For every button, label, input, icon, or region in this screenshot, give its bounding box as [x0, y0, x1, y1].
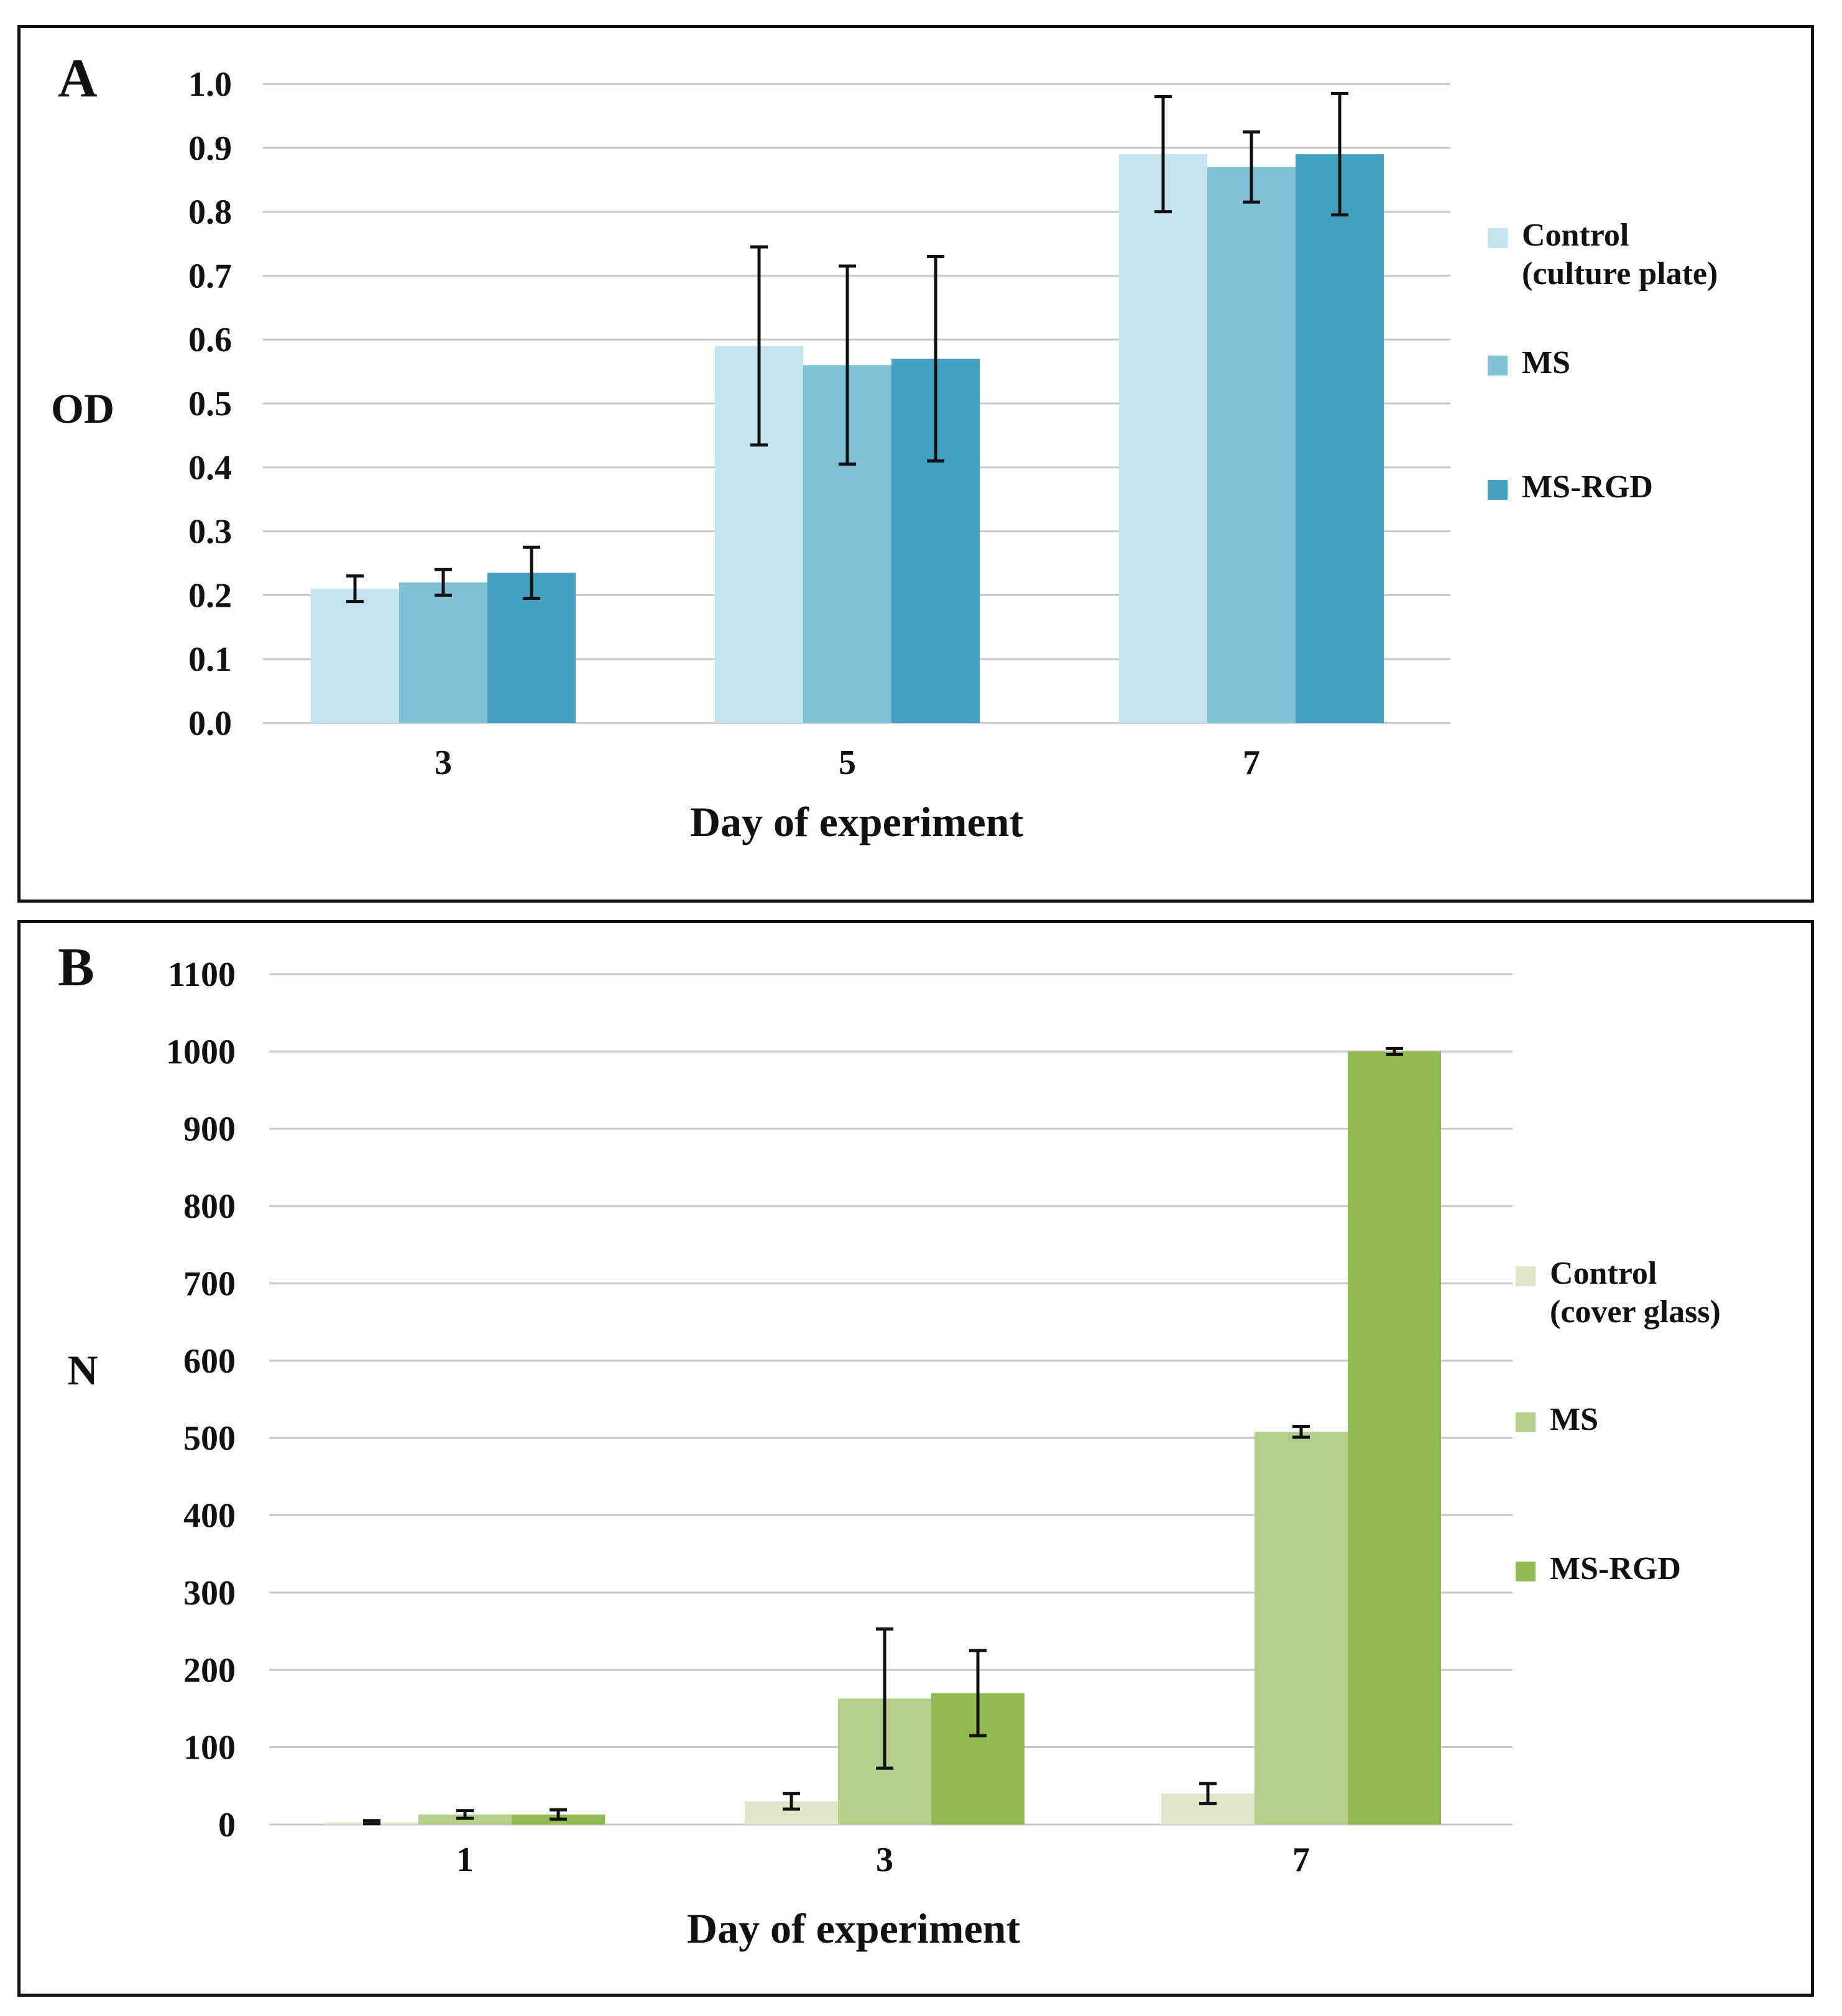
y-tick-label: 0.3 [188, 513, 232, 551]
y-tick-label: 0.1 [188, 640, 232, 679]
y-tick-label: 400 [183, 1497, 236, 1535]
bar [1119, 154, 1207, 723]
panel-b: B 0 100 200 300 400 500 600 700 800 900 1000 1100 1 3 7… [17, 920, 1814, 1997]
y-tick-label: 0.7 [188, 257, 232, 295]
y-tick-label: 1.0 [188, 65, 232, 104]
panel-letter: A [58, 48, 98, 109]
chart-b: B 0 100 200 300 400 500 600 700 800 900 1000 1100 1 3 7… [58, 937, 1721, 1952]
legend-label-line2: (culture plate) [1522, 256, 1718, 292]
y-tick-label: 900 [183, 1110, 236, 1149]
legend-label: MS-RGD [1550, 1551, 1681, 1586]
y-tick-label: 1100 [168, 955, 236, 994]
y-tick-label: 800 [183, 1187, 236, 1226]
x-tick-label: 7 [1292, 1841, 1310, 1879]
panel-letter: B [58, 937, 94, 998]
y-axis-label: OD [51, 385, 114, 432]
x-tick-label: 5 [839, 743, 856, 782]
y-tick-label: 0.2 [188, 576, 232, 615]
y-tick-label: 0.8 [188, 193, 232, 232]
legend-swatch [1488, 356, 1508, 375]
bar [1296, 154, 1384, 723]
legend-label: MS [1550, 1402, 1598, 1437]
y-tick-label: 0.4 [188, 449, 232, 487]
legend-label: MS-RGD [1522, 469, 1653, 505]
panel-a: A 0.0 0.1 0.2 0.3 0.4 0.5 0.6 0.7 0.8 0.9 1.0 3 5 7 Day… [17, 25, 1814, 903]
y-tick-label: 0.5 [188, 385, 232, 423]
y-axis-label: N [67, 1346, 98, 1394]
y-tick-label: 0.6 [188, 321, 232, 359]
legend-swatch [1516, 1266, 1536, 1286]
y-tick-label: 600 [183, 1342, 236, 1381]
bar [1207, 167, 1296, 723]
y-tick-label: 0 [218, 1806, 236, 1844]
y-tick-label: 0.0 [188, 704, 232, 743]
legend-swatch [1516, 1562, 1536, 1581]
bar [311, 589, 399, 723]
x-axis-label: Day of experiment [687, 1905, 1021, 1952]
x-axis-label: Day of experiment [690, 798, 1024, 845]
y-tick-label: 1000 [166, 1033, 236, 1071]
bar [399, 582, 487, 723]
legend-swatch [1488, 480, 1508, 500]
x-tick-label: 3 [435, 743, 452, 782]
legend-swatch [1516, 1412, 1536, 1432]
y-tick-label: 100 [183, 1729, 236, 1767]
legend-label-line2: (cover glass) [1550, 1294, 1721, 1330]
y-tick-label: 700 [183, 1264, 236, 1303]
bar [1255, 1432, 1348, 1825]
x-tick-label: 7 [1243, 743, 1260, 782]
legend-label: Control [1550, 1256, 1657, 1291]
legend-label: MS [1522, 345, 1570, 380]
legend-label: Control [1522, 218, 1629, 253]
y-tick-label: 0.9 [188, 129, 232, 168]
chart-a: A 0.0 0.1 0.2 0.3 0.4 0.5 0.6 0.7 0.8 0.9 1.0 3 5 7 Day… [51, 48, 1718, 845]
y-tick-label: 500 [183, 1419, 236, 1458]
y-tick-label: 300 [183, 1574, 236, 1613]
legend-swatch [1488, 228, 1508, 248]
x-tick-label: 3 [876, 1841, 893, 1879]
bar [1348, 1051, 1441, 1825]
y-tick-label: 200 [183, 1651, 236, 1690]
x-tick-label: 1 [456, 1841, 474, 1879]
